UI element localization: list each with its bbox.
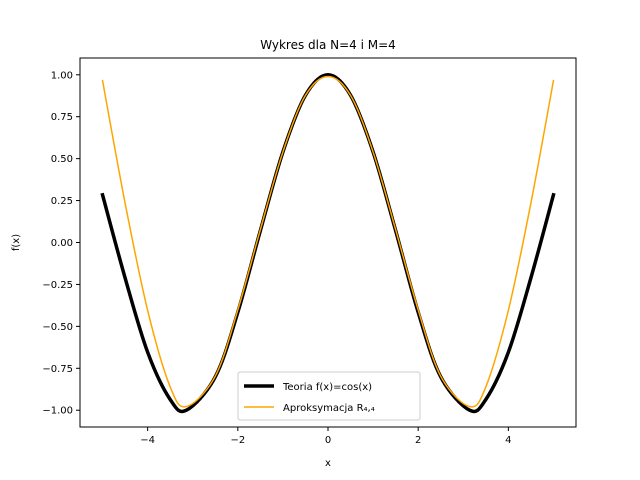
y-tick-label: −0.25 [42, 280, 73, 291]
y-tick-label: 0.50 [51, 154, 73, 165]
plot-lines [100, 73, 556, 414]
legend: Teoria f(x)=cos(x) Aproksymacja R₄,₄ [237, 371, 421, 421]
x-axis-ticks: −4 −2 0 2 4 [140, 427, 512, 446]
legend-label-teoria: Teoria f(x)=cos(x) [282, 382, 372, 393]
chart-title: Wykres dla N=4 i M=4 [260, 38, 396, 52]
legend-box [237, 371, 421, 421]
x-axis-label: x [325, 458, 331, 469]
y-tick-label: 1.00 [51, 70, 73, 81]
series-line-0 [100, 73, 556, 414]
x-tick-label: −2 [230, 435, 245, 446]
y-tick-label: −0.50 [42, 322, 73, 333]
y-axis-ticks: −1.00 −0.75 −0.50 −0.25 0.00 0.25 0.50 0.75 1.00 [42, 70, 80, 417]
y-tick-label: 0.75 [51, 112, 73, 123]
x-tick-label: −4 [140, 435, 155, 446]
x-tick-label: 0 [325, 435, 331, 446]
y-tick-label: 0.00 [51, 238, 73, 249]
y-tick-label: −0.75 [42, 364, 73, 375]
y-tick-label: 0.25 [51, 196, 73, 207]
x-tick-label: 4 [505, 435, 511, 446]
legend-label-aproksymacja: Aproksymacja R₄,₄ [283, 403, 375, 414]
x-tick-label: 2 [415, 435, 421, 446]
series-line-1 [101, 75, 555, 408]
y-tick-label: −1.00 [42, 406, 73, 417]
y-axis-label: f(x) [11, 234, 22, 251]
